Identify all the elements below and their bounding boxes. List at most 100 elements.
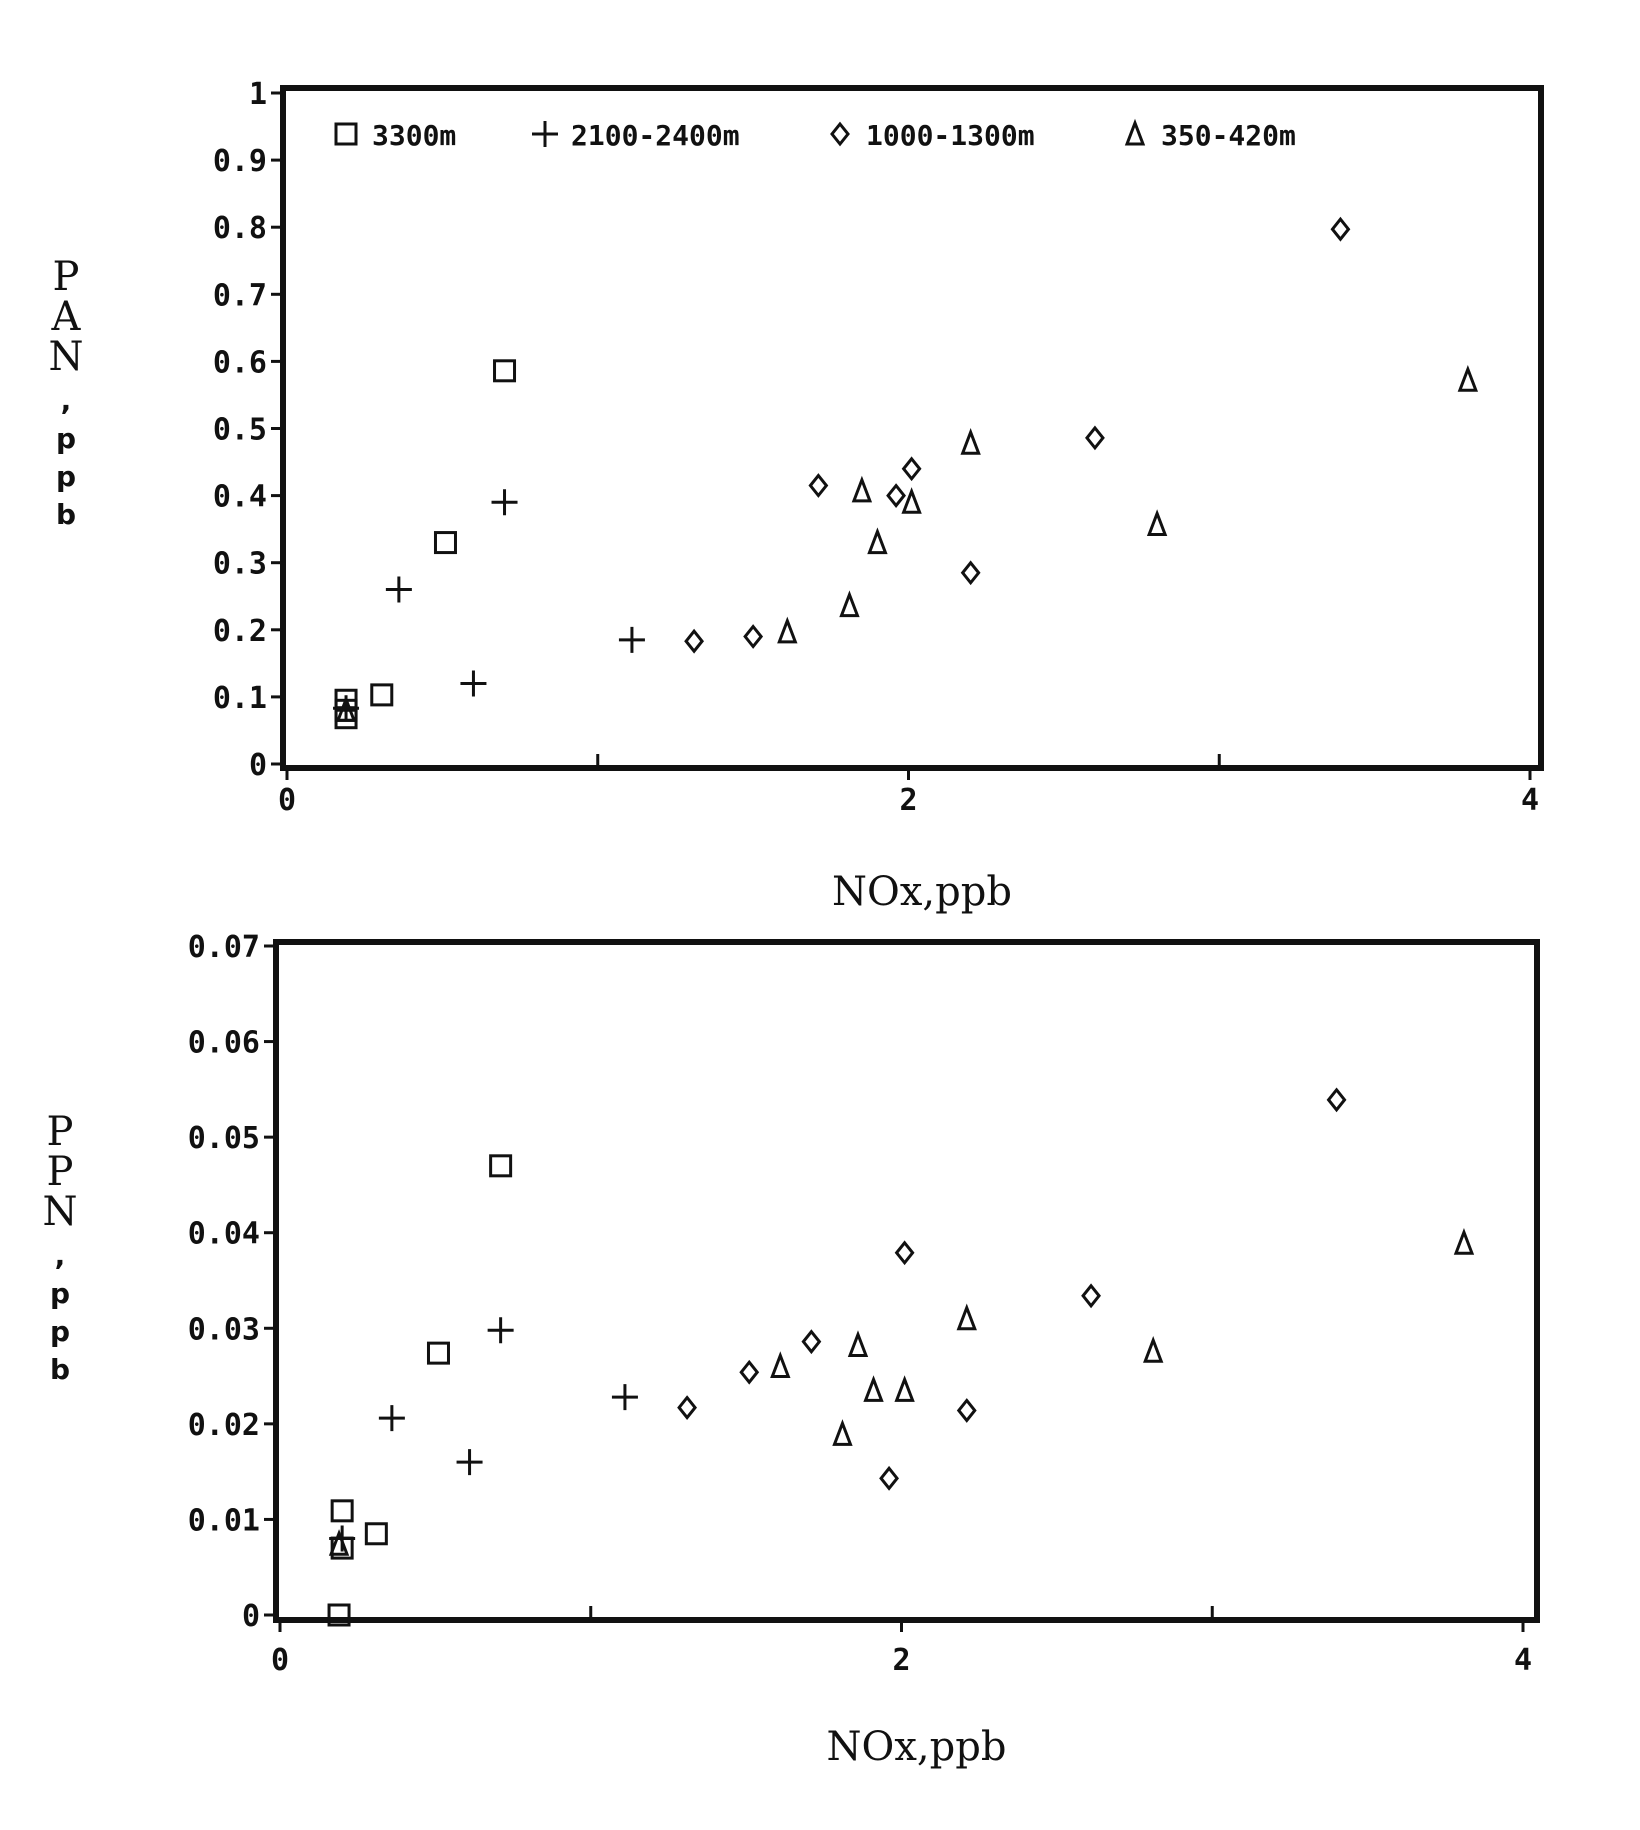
y-tick-label: 0.7 [213,278,267,313]
data-point-triangle [851,475,873,503]
data-point-square [489,1154,513,1178]
data-point-triangle [847,1330,869,1357]
legend: 3300m 2100-2400m 1000-1300m 350-420m [334,118,1296,152]
x-tick-label: 0 [278,783,296,818]
data-point-triangle [770,1351,791,1379]
data-point-diamond [1326,1087,1347,1113]
y-tick-label: 0.04 [188,1217,260,1252]
y-tick-label: 0 [249,748,267,783]
x-axis-title: NOx,ppb [832,869,1012,915]
data-point-diamond [901,456,922,482]
legend-plus-icon [532,121,558,147]
series-triangle [328,1228,1475,1556]
data-point-diamond [960,560,981,586]
y-axis-title-char: N [49,334,84,380]
series-plus [333,489,645,722]
data-point-square [370,683,394,707]
x-tick-label: 2 [892,1643,910,1678]
data-point-square [364,1522,388,1546]
y-axis-title-char: b [50,1353,70,1386]
series-square [334,359,517,730]
pan-chart: 0 0.1 0.2 0.3 0.4 0.5 0.6 0.7 0.8 0.9 1 0 2 4 NOx,ppb P… [49,77,1544,915]
data-point-diamond [879,1465,899,1491]
legend-triangle-icon [1124,118,1146,146]
y-tick-label: 0.07 [188,930,260,965]
y-axis-title-char: A [51,294,82,340]
x-tick-label: 0 [271,1643,289,1678]
x-tick-label: 4 [1514,1643,1532,1678]
legend-label: 3300m [372,119,456,152]
y-axis-title-char: , [55,1239,66,1272]
legend-label: 350-420m [1161,119,1296,152]
data-point-diamond [808,473,829,498]
data-point-square [433,531,457,555]
legend-label: 1000-1300m [866,119,1035,152]
data-point-triangle [839,590,860,618]
y-tick-label: 0.2 [213,614,267,649]
data-point-triangle [832,1419,853,1446]
data-point-triangle [328,1529,350,1556]
legend-diamond-icon [830,121,850,147]
data-point-triangle [1453,1228,1475,1255]
x-tick-label: 4 [1521,783,1539,818]
y-axis-title-char: p [50,1277,70,1310]
legend-label: 2100-2400m [571,119,740,152]
data-point-plus [618,626,645,653]
y-tick-label: 0.1 [213,681,267,716]
data-point-triangle [335,695,357,722]
data-point-triangle [894,1375,915,1402]
series-triangle [335,364,1479,722]
data-point-plus [378,1405,405,1432]
y-axis-title-char: p [50,1315,70,1348]
data-point-plus [491,489,518,516]
y-tick-label: 0.02 [188,1408,260,1443]
data-point-triangle [960,428,981,455]
y-axis-title-char: , [61,384,72,417]
data-point-diamond [894,1240,915,1266]
y-axis-title-char: N [43,1189,78,1235]
data-point-diamond [739,1359,760,1385]
y-axis-title-char: p [56,422,76,455]
y-axis-title-char: P [53,254,80,300]
plot-frame [280,85,1544,771]
legend-square-icon [334,122,358,146]
data-point-square [426,1341,450,1365]
data-point-diamond [677,1395,698,1421]
data-point-square [327,1603,351,1627]
y-axis-title-char: p [56,460,76,493]
data-point-square [330,1499,354,1523]
y-tick-label: 0.05 [188,1121,260,1156]
data-point-diamond [801,1329,822,1355]
data-point-plus [456,1449,483,1476]
y-axis-title-char: P [47,1149,74,1195]
data-point-triangle [901,487,922,514]
y-axis-title-char: P [47,1109,74,1155]
y-axis-title: PAN,ppb [49,254,84,531]
data-point-square [493,359,517,383]
plot-frame [273,939,1540,1623]
data-point-plus [487,1317,514,1344]
series-plus [329,1317,638,1552]
y-tick-label: 0.01 [188,1503,260,1538]
y-tick-label: 0.8 [213,211,267,246]
data-point-triangle [1143,1336,1164,1363]
data-point-triangle [863,1375,884,1402]
data-point-triangle [1457,364,1479,392]
data-point-diamond [1085,425,1105,451]
y-axis-title-char: b [56,498,76,531]
y-tick-label: 0.5 [213,413,267,448]
y-tick-label: 0.4 [213,480,267,515]
y-tick-label: 1 [249,77,267,112]
data-point-triangle [956,1303,977,1331]
data-point-triangle [777,616,798,644]
data-point-diamond [956,1398,977,1423]
x-axis-title: NOx,ppb [827,1724,1007,1770]
series-square [327,1154,513,1627]
y-tick-label: 0.06 [188,1026,260,1061]
y-tick-label: 0.9 [213,144,267,179]
y-axis-title: PPN,ppb [43,1109,78,1386]
series-diamond [684,216,1351,654]
data-point-triangle [867,527,888,555]
series-diamond [677,1087,1347,1491]
